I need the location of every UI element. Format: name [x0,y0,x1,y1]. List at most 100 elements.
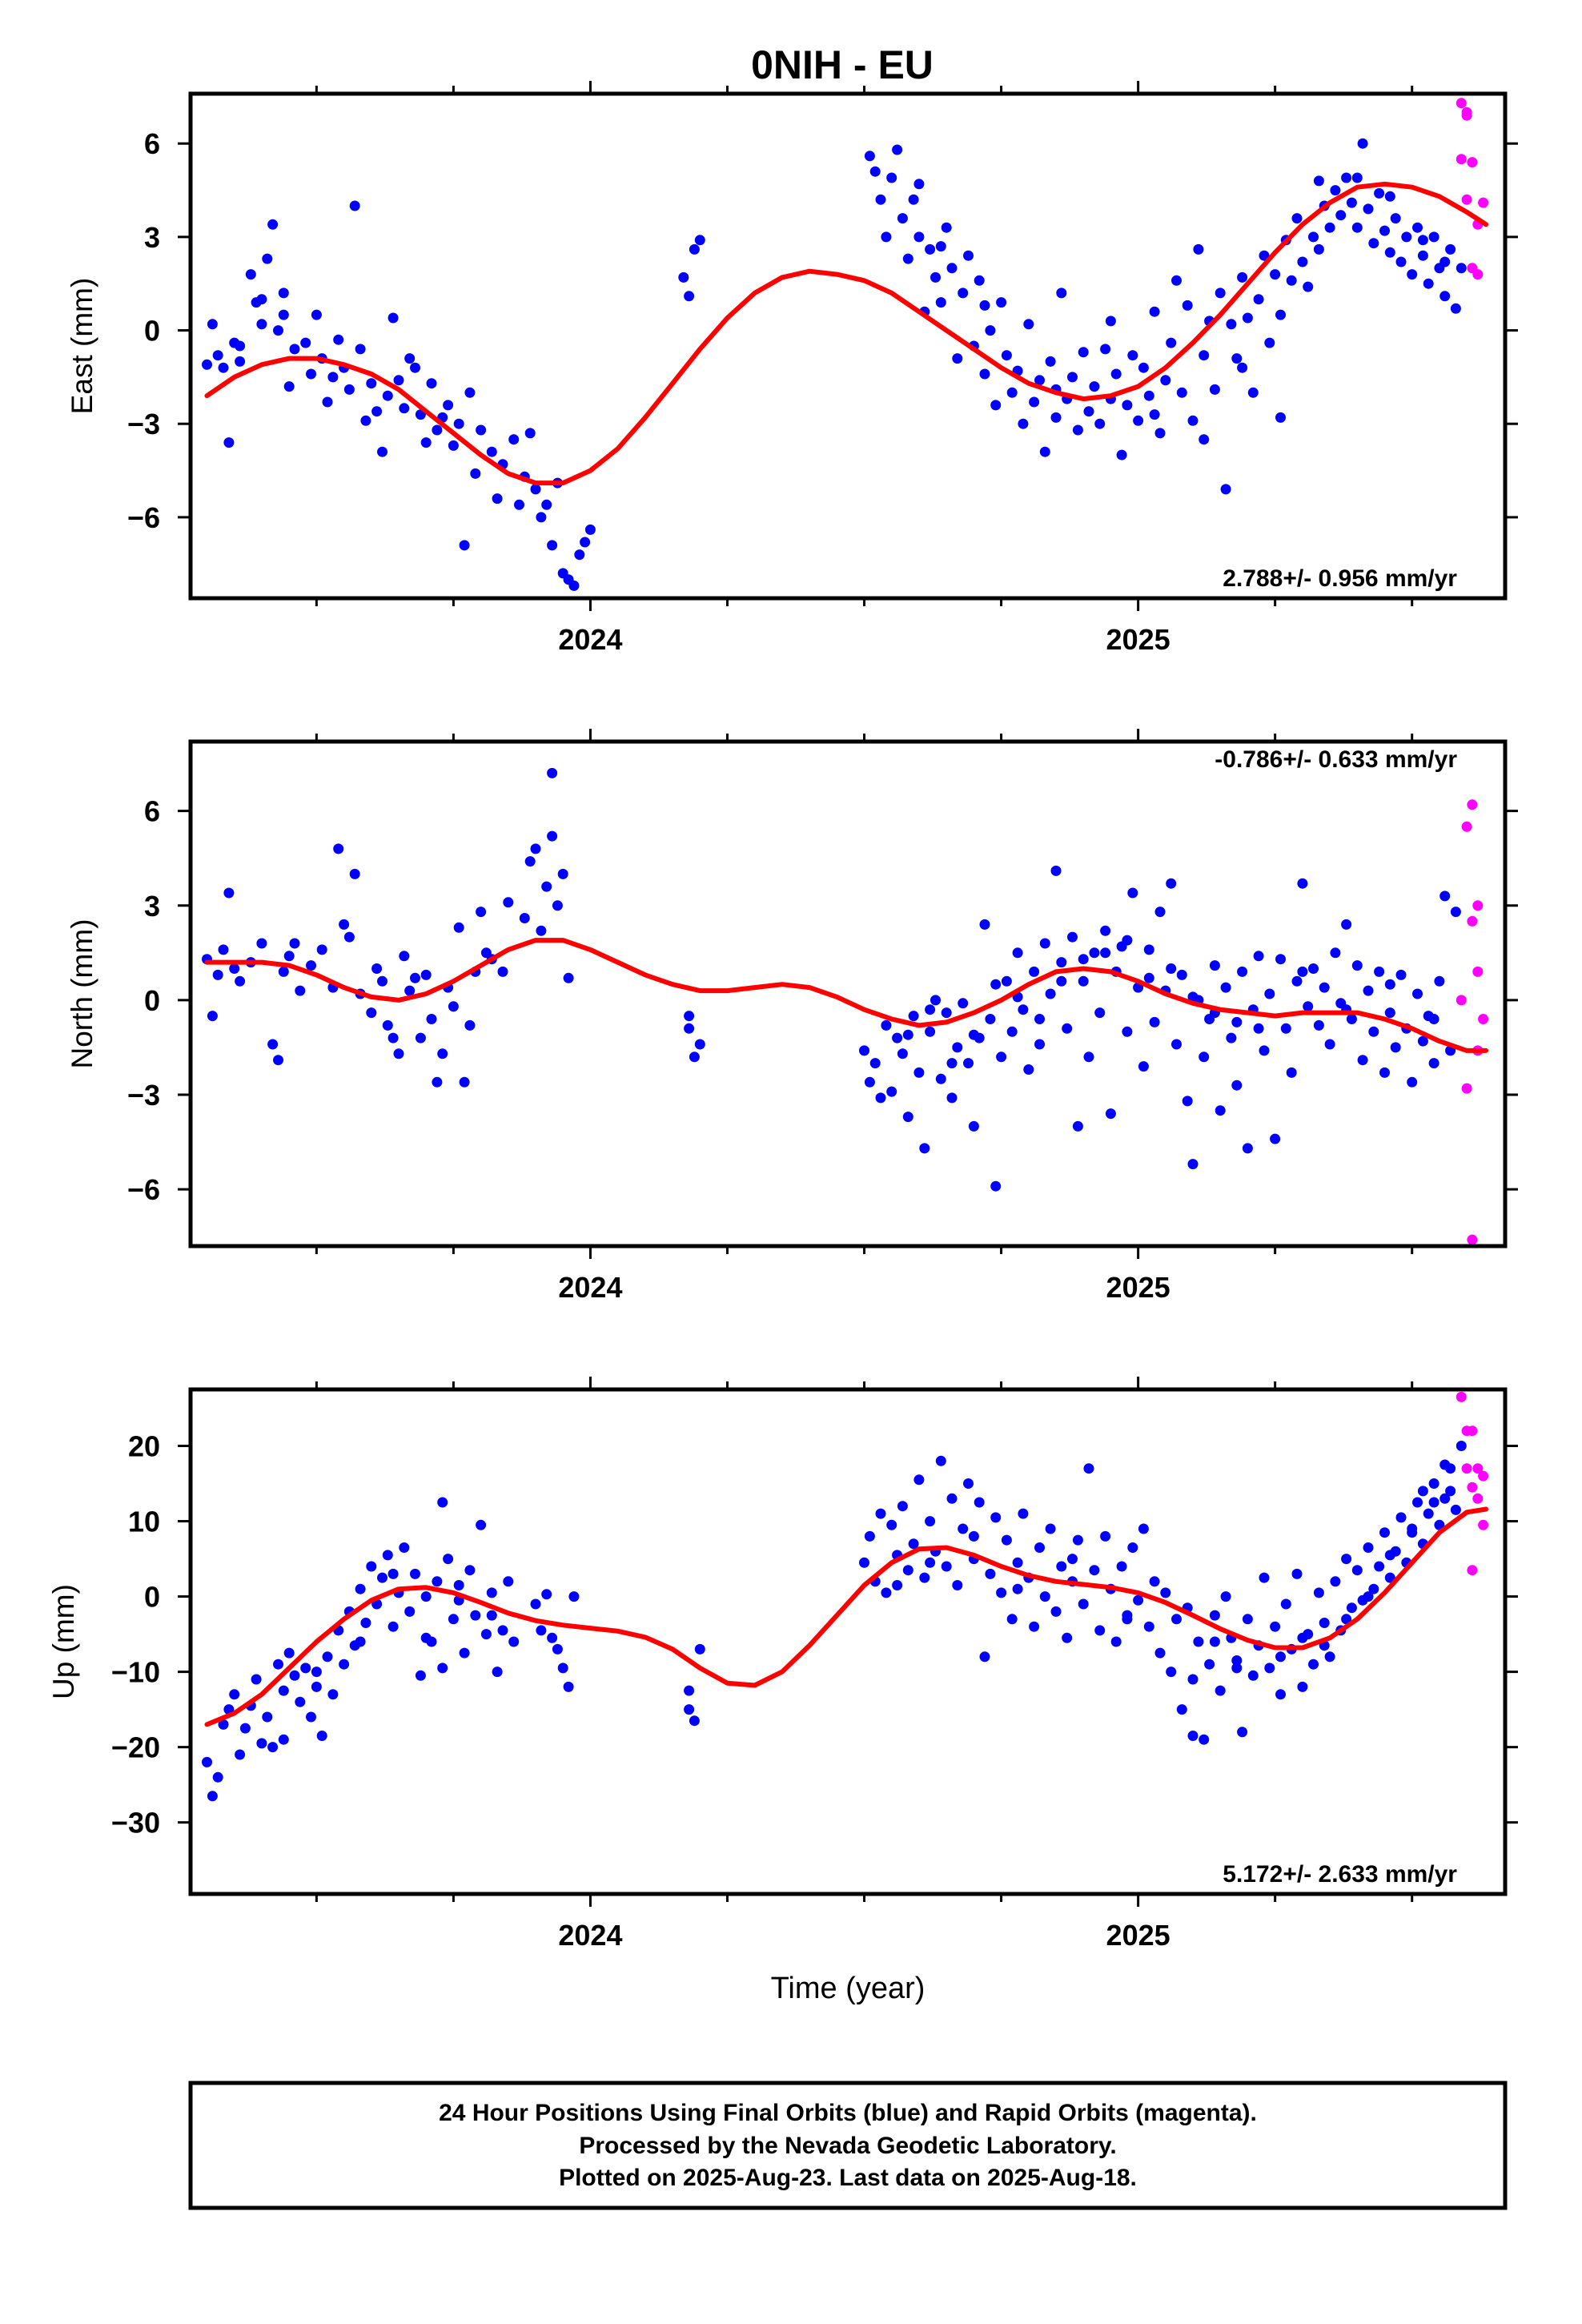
final-orbit-point [448,1001,459,1012]
final-orbit-point [574,549,585,561]
final-orbit-point [1242,312,1253,324]
final-orbit-point [245,269,256,280]
final-orbit-point [1034,375,1045,386]
final-orbit-point [443,400,454,411]
final-orbit-point [935,1455,946,1466]
final-orbit-point [327,372,339,383]
final-orbit-point [536,925,547,936]
final-orbit-point [1116,449,1127,460]
footer-line-2: Processed by the Nevada Geodetic Laborat… [579,2133,1116,2159]
final-orbit-point [1242,1143,1253,1154]
final-orbit-point [1209,384,1220,395]
final-orbit-point [212,350,223,361]
chart-title: 0NIH - EU [751,42,934,87]
final-orbit-point [886,1086,897,1097]
final-orbit-point [1428,1014,1439,1024]
final-orbit-point [1423,1508,1434,1519]
final-orbit-point [437,1663,448,1674]
final-orbit-point [1226,319,1237,330]
final-orbit-point [1138,1523,1149,1534]
y-tick-label: 0 [144,315,160,348]
rapid-orbit-point [1472,1463,1484,1474]
final-orbit-point [1143,972,1154,983]
final-orbit-point [886,1519,897,1530]
final-orbit-point [946,1058,958,1069]
final-orbit-point [902,1565,913,1576]
final-orbit-point [1204,1659,1215,1670]
final-orbit-point [1346,1602,1357,1614]
final-orbit-point [1417,250,1428,261]
final-orbit-point [979,368,990,380]
final-orbit-point [202,359,212,370]
final-orbit-point [480,1629,492,1640]
final-orbit-point [908,194,919,205]
rapid-orbit-point [1478,197,1489,208]
rapid-orbit-point [1472,1493,1484,1504]
final-orbit-point [1357,1055,1368,1066]
final-orbit-point [958,1523,969,1534]
final-orbit-point [1067,1554,1078,1565]
final-orbit-point [1253,951,1264,962]
final-orbit-point [979,300,990,311]
panel-2: 2024 2025 −6 −3 0 3 6 North (mm) -0.786+/- 0.633… [66,729,1518,1304]
final-orbit-point [453,418,464,429]
final-orbit-point [1253,1023,1264,1034]
final-orbit-point [1143,944,1154,955]
final-orbit-point [1018,1004,1029,1015]
final-orbit-point [1417,235,1428,246]
final-orbit-point [908,1538,919,1550]
final-orbit-point [1023,1064,1034,1075]
x-tick-label: 2024 [558,1919,622,1952]
final-orbit-point [1116,1561,1127,1572]
final-orbit-point [1193,1636,1204,1647]
final-orbit-point [1456,1441,1467,1451]
final-orbit-point [1384,1572,1395,1583]
final-orbit-point [1401,231,1412,243]
y-axis-label: East (mm) [66,278,98,415]
final-orbit-point [377,1572,387,1583]
final-orbit-point [1187,1159,1199,1170]
final-orbit-point [497,1625,508,1636]
final-orbit-point [1154,907,1166,918]
final-orbit-point [399,403,410,414]
final-orbit-point [1078,975,1089,987]
final-orbit-point [524,856,536,867]
final-orbit-point [1379,1527,1390,1538]
final-orbit-point [486,1587,497,1598]
final-orbit-point [1166,963,1177,974]
final-orbit-point [343,384,355,395]
final-orbit-point [1039,938,1050,949]
plot-area [202,98,1489,591]
final-orbit-point [886,172,897,183]
final-orbit-point [892,144,903,155]
final-orbit-point [1067,931,1078,943]
final-orbit-point [547,1632,558,1643]
y-tick-label: 0 [144,984,160,1017]
final-orbit-point [476,907,487,918]
final-orbit-point [1303,281,1314,292]
final-orbit-point [1149,409,1160,420]
final-orbit-point [1379,1067,1390,1078]
final-orbit-point [382,1019,393,1031]
rapid-orbit-point [1467,157,1478,168]
final-orbit-point [1368,1583,1379,1594]
final-orbit-point [1412,222,1423,233]
final-orbit-point [235,356,246,367]
final-orbit-point [218,362,229,373]
final-orbit-point [919,1572,930,1583]
final-orbit-point [1428,1497,1439,1508]
final-orbit-point [486,446,497,457]
final-orbit-point [902,253,913,264]
final-orbit-point [333,334,344,345]
final-orbit-point [207,1011,218,1022]
final-orbit-point [426,1014,437,1024]
final-orbit-point [1182,300,1193,311]
final-orbit-point [536,1625,547,1636]
final-orbit-point [1012,947,1023,959]
final-orbit-point [1270,1133,1281,1144]
final-orbit-point [432,1076,443,1088]
final-orbit-point [333,843,344,854]
final-orbit-point [1346,1014,1357,1024]
final-orbit-point [1187,1674,1199,1685]
final-orbit-point [311,1667,322,1678]
